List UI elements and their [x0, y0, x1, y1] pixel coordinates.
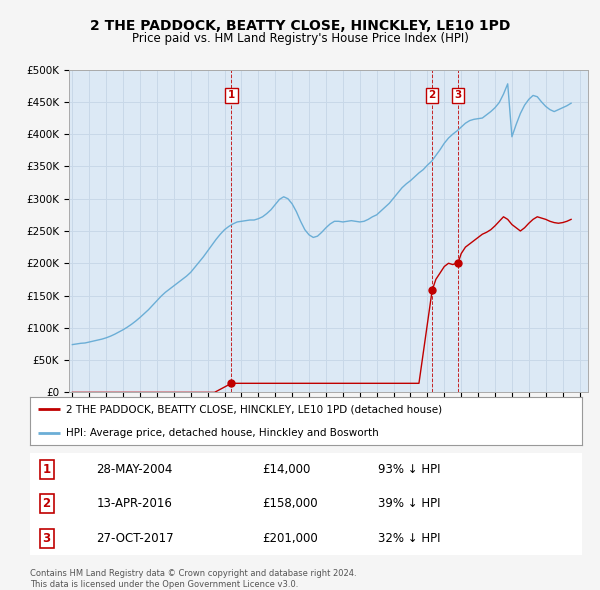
Text: 2 THE PADDOCK, BEATTY CLOSE, HINCKLEY, LE10 1PD: 2 THE PADDOCK, BEATTY CLOSE, HINCKLEY, L…: [90, 19, 510, 33]
Text: HPI: Average price, detached house, Hinckley and Bosworth: HPI: Average price, detached house, Hinc…: [66, 428, 379, 438]
Text: 3: 3: [455, 90, 462, 100]
Text: £201,000: £201,000: [262, 532, 317, 545]
Text: 1: 1: [43, 463, 50, 476]
Text: Price paid vs. HM Land Registry's House Price Index (HPI): Price paid vs. HM Land Registry's House …: [131, 32, 469, 45]
Text: 28-MAY-2004: 28-MAY-2004: [96, 463, 173, 476]
Text: 3: 3: [43, 532, 50, 545]
Text: 32% ↓ HPI: 32% ↓ HPI: [378, 532, 440, 545]
Point: [454, 258, 463, 267]
Text: 1: 1: [228, 90, 235, 100]
Point: [427, 286, 437, 295]
Text: 2: 2: [43, 497, 50, 510]
Point: [227, 379, 236, 388]
Text: 2 THE PADDOCK, BEATTY CLOSE, HINCKLEY, LE10 1PD (detached house): 2 THE PADDOCK, BEATTY CLOSE, HINCKLEY, L…: [66, 404, 442, 414]
Text: 13-APR-2016: 13-APR-2016: [96, 497, 172, 510]
Text: 27-OCT-2017: 27-OCT-2017: [96, 532, 174, 545]
Text: 93% ↓ HPI: 93% ↓ HPI: [378, 463, 440, 476]
Text: £158,000: £158,000: [262, 497, 317, 510]
Text: 2: 2: [428, 90, 436, 100]
Text: 39% ↓ HPI: 39% ↓ HPI: [378, 497, 440, 510]
Text: £14,000: £14,000: [262, 463, 310, 476]
Text: Contains HM Land Registry data © Crown copyright and database right 2024.
This d: Contains HM Land Registry data © Crown c…: [30, 569, 356, 589]
